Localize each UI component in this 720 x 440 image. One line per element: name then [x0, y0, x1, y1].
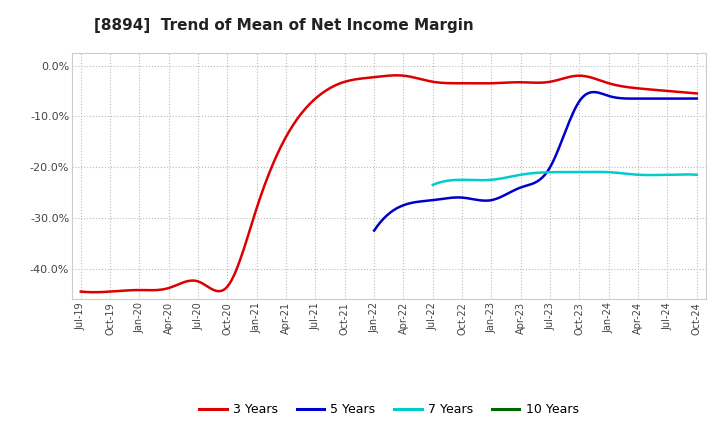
- Legend: 3 Years, 5 Years, 7 Years, 10 Years: 3 Years, 5 Years, 7 Years, 10 Years: [194, 398, 583, 421]
- Text: [8894]  Trend of Mean of Net Income Margin: [8894] Trend of Mean of Net Income Margi…: [94, 18, 473, 33]
